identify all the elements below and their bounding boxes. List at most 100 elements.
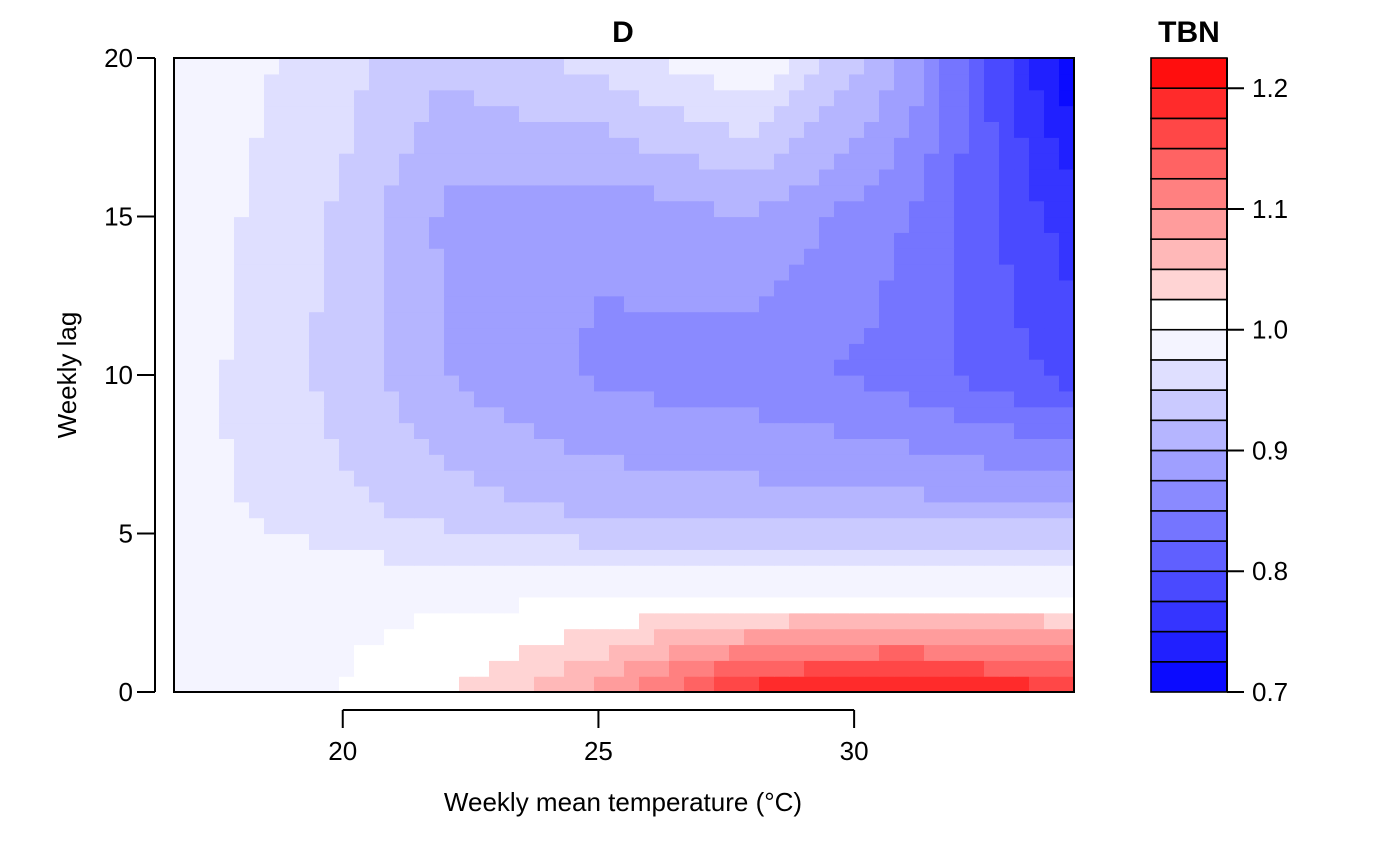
heatmap-cell (954, 105, 970, 122)
heatmap-cell (564, 327, 580, 344)
heatmap-cell (594, 153, 610, 170)
heatmap-cell (1044, 596, 1060, 614)
heatmap-cell (669, 485, 685, 503)
heatmap-cell (369, 533, 385, 550)
heatmap-cell (909, 216, 925, 233)
heatmap-cell (324, 248, 340, 265)
heatmap-cell (774, 89, 790, 107)
heatmap-cell (174, 279, 190, 297)
heatmap-cell (429, 581, 445, 598)
heatmap-cell (189, 612, 205, 630)
heatmap-cell (714, 581, 730, 598)
heatmap-cell (834, 248, 850, 265)
heatmap-cell (744, 184, 760, 202)
heatmap-cell (444, 660, 460, 677)
heatmap-cell (459, 596, 475, 614)
heatmap-cell (549, 168, 565, 186)
heatmap-cell (639, 105, 655, 122)
heatmap-cell (894, 105, 910, 122)
heatmap-cell (759, 660, 775, 677)
heatmap-cell (474, 438, 490, 455)
heatmap-cell (444, 359, 460, 376)
heatmap-cell (174, 184, 190, 202)
heatmap-cell (594, 549, 610, 566)
heatmap-cell (834, 295, 850, 313)
heatmap-cell (834, 485, 850, 503)
heatmap-cell (654, 343, 670, 360)
heatmap-cell (789, 248, 805, 265)
heatmap-cell (654, 390, 670, 408)
heatmap-cell (849, 628, 865, 646)
heatmap-cell (249, 343, 265, 360)
heatmap-cell (699, 232, 715, 249)
heatmap-cell (729, 517, 745, 535)
heatmap-cell (684, 644, 700, 661)
heatmap-cell (564, 264, 580, 281)
heatmap-cell (414, 581, 430, 598)
heatmap-cell (1044, 454, 1060, 471)
heatmap-cell (924, 565, 940, 582)
heatmap-cell (279, 216, 295, 233)
heatmap-cell (564, 612, 580, 630)
heatmap-cell (744, 343, 760, 360)
heatmap-cell (174, 168, 190, 186)
heatmap-cell (219, 406, 235, 424)
heatmap-cell (924, 248, 940, 265)
heatmap-cell (354, 232, 370, 249)
heatmap-cell (684, 168, 700, 186)
heatmap-cell (624, 216, 640, 233)
heatmap-cell (324, 390, 340, 408)
heatmap-cell (789, 438, 805, 455)
heatmap-cell (399, 438, 415, 455)
heatmap-cell (774, 168, 790, 186)
heatmap-cell (234, 121, 250, 138)
heatmap-cell (189, 660, 205, 677)
heatmap-cell (774, 485, 790, 503)
heatmap-cell (789, 200, 805, 218)
legend-title: TBN (1158, 16, 1220, 49)
heatmap-cell (174, 327, 190, 344)
heatmap-cell (849, 359, 865, 376)
heatmap-cell (654, 628, 670, 646)
heatmap-cell (879, 565, 895, 582)
heatmap-cell (894, 565, 910, 582)
heatmap-cell (759, 676, 775, 693)
heatmap-cell (594, 454, 610, 471)
heatmap-cell (894, 375, 910, 392)
heatmap-cell (759, 501, 775, 519)
heatmap-cell (969, 216, 985, 233)
heatmap-cell (399, 549, 415, 566)
heatmap-cell (894, 454, 910, 471)
heatmap-cell (564, 279, 580, 297)
heatmap-cell (534, 660, 550, 677)
heatmap-cell (654, 517, 670, 535)
heatmap-cell (354, 644, 370, 661)
heatmap-cell (924, 359, 940, 376)
heatmap-cell (339, 501, 355, 519)
heatmap-cell (849, 279, 865, 297)
heatmap-cell (879, 533, 895, 550)
heatmap-cell (819, 279, 835, 297)
heatmap-cell (474, 628, 490, 646)
heatmap-cell (594, 565, 610, 582)
heatmap-cell (429, 533, 445, 550)
heatmap-cell (174, 390, 190, 408)
heatmap-cell (789, 644, 805, 661)
heatmap-cell (579, 58, 595, 75)
heatmap-cell (1059, 390, 1075, 408)
heatmap-cell (519, 216, 535, 233)
heatmap-cell (609, 58, 625, 75)
heatmap-cell (999, 375, 1015, 392)
heatmap-cell (459, 184, 475, 202)
heatmap-cell (1014, 343, 1030, 360)
heatmap-cell (219, 533, 235, 550)
heatmap-cell (834, 89, 850, 107)
heatmap-cell (1044, 168, 1060, 186)
heatmap-cell (669, 279, 685, 297)
heatmap-cell (489, 73, 505, 91)
heatmap-cell (1029, 89, 1045, 107)
heatmap-cell (744, 73, 760, 91)
heatmap-cell (549, 390, 565, 408)
heatmap-cell (414, 279, 430, 297)
heatmap-cell (1059, 375, 1075, 392)
